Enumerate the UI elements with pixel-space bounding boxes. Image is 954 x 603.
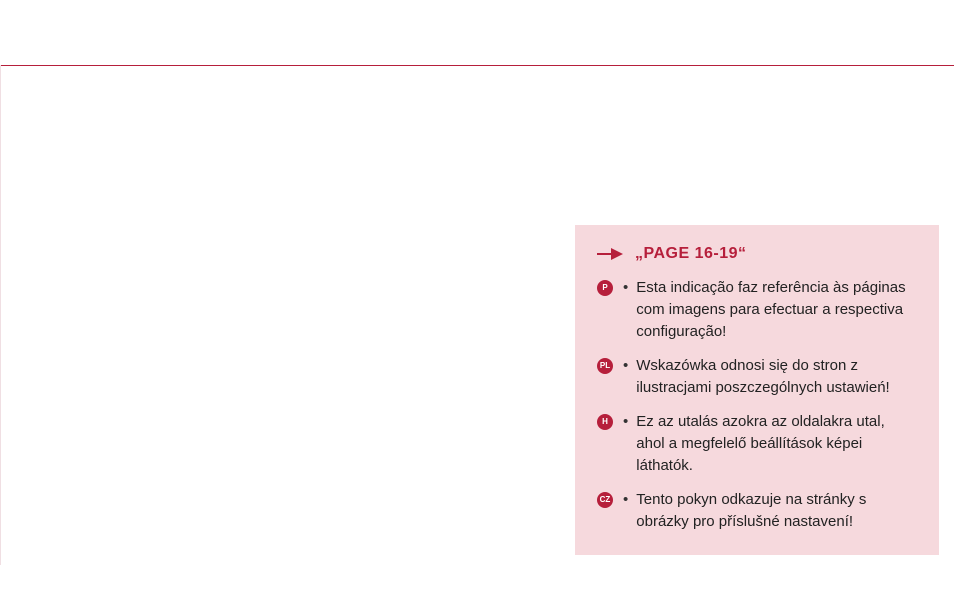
lang-badge-cz: CZ	[597, 492, 613, 508]
lang-text-h: Ez az utalás azokra az oldalakra utal, a…	[636, 411, 917, 477]
bullet-icon: •	[623, 489, 628, 511]
bullet-icon: •	[623, 277, 628, 299]
lang-text-cz: Tento pokyn odkazuje na stránky s obrázk…	[636, 489, 917, 533]
lang-row-pl: PL • Wskazówka odnosi się do stron z ilu…	[597, 355, 917, 399]
left-border-rule	[0, 65, 1, 565]
bullet-icon: •	[623, 355, 628, 377]
lang-text-pl: Wskazówka odnosi się do stron z ilustrac…	[636, 355, 917, 399]
lang-row-h: H • Ez az utalás azokra az oldalakra uta…	[597, 411, 917, 477]
callout-title: „PAGE 16-19“	[635, 245, 747, 263]
lang-badge-p: P	[597, 280, 613, 296]
lang-row-cz: CZ • Tento pokyn odkazuje na stránky s o…	[597, 489, 917, 533]
lang-text-p: Esta indicação faz referência às páginas…	[636, 277, 917, 343]
arrow-right-icon	[597, 246, 623, 262]
bullet-item: • Wskazówka odnosi się do stron z ilustr…	[623, 355, 917, 399]
page: „PAGE 16-19“ P • Esta indicação faz refe…	[0, 0, 954, 603]
bullet-icon: •	[623, 411, 628, 433]
callout-header: „PAGE 16-19“	[597, 245, 917, 263]
lang-badge-pl: PL	[597, 358, 613, 374]
lang-row-p: P • Esta indicação faz referência às pág…	[597, 277, 917, 343]
bullet-item: • Esta indicação faz referência às págin…	[623, 277, 917, 343]
bullet-item: • Ez az utalás azokra az oldalakra utal,…	[623, 411, 917, 477]
bullet-item: • Tento pokyn odkazuje na stránky s obrá…	[623, 489, 917, 533]
page-reference-callout: „PAGE 16-19“ P • Esta indicação faz refe…	[575, 225, 939, 555]
top-border-rule	[0, 65, 954, 66]
lang-badge-h: H	[597, 414, 613, 430]
